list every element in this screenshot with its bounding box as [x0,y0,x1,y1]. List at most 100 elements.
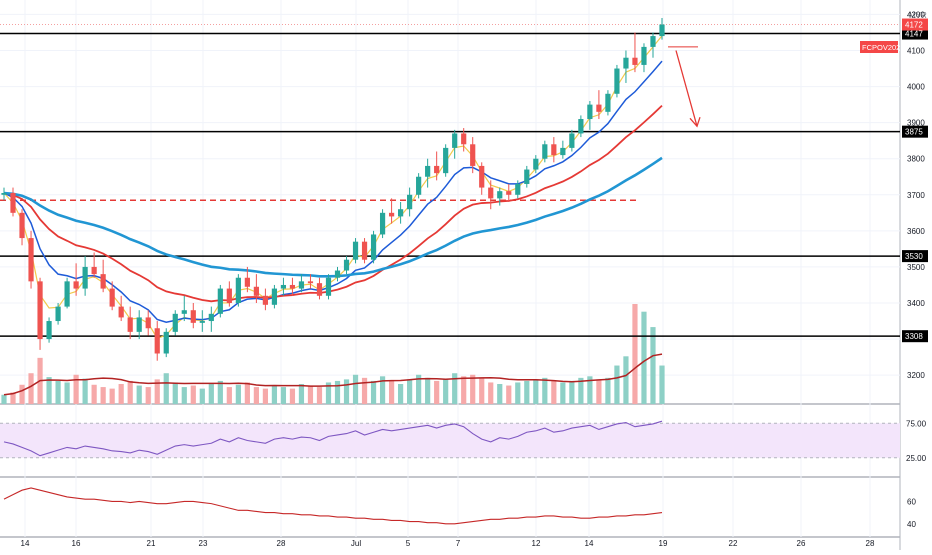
ma-yellow-line [3,35,663,340]
candle-body [578,119,584,134]
volume-bar [388,380,395,404]
lower-tick-label: 60 [907,497,916,506]
candle-body [28,238,34,282]
price-tick-label: 4000 [907,83,925,92]
volume-bar [569,380,575,404]
candle-body [280,284,287,289]
price-tick-label: 3600 [907,227,925,236]
level-tag-label: 3308 [905,332,923,341]
rsi-tick-label: 25.00 [906,454,927,463]
volume-bar [127,380,133,404]
candle-body [19,212,25,239]
volume-bar [434,380,440,404]
candle-body [506,191,512,195]
candle-body [172,313,178,332]
candle-body [533,158,539,170]
volume-bar [217,380,223,404]
candle-body [82,266,88,289]
price-tick-label: 3400 [907,299,925,308]
candle-body [244,277,250,287]
volume-bar [370,380,377,404]
volume-bar [479,377,485,404]
candle-body [388,212,395,217]
volume-bar [596,379,602,404]
candle-body [136,317,142,332]
date-label: 7 [456,539,461,548]
volume-bar [542,377,548,404]
candle-body [416,176,422,195]
volume-bar [407,379,413,404]
volume-bar [379,376,386,404]
price-tick-label: 3200 [907,371,925,380]
volume-bar [334,380,341,404]
volume-bar [623,356,629,404]
candle-body [127,317,133,332]
volume-bar [316,387,323,404]
candle-body [208,313,214,322]
volume-bar [19,384,25,404]
candle-body [361,241,368,260]
volume-bar [289,388,296,404]
volume-bar [614,365,620,404]
indicator-panels: 25.00 75.00 40 60 [0,419,927,529]
volume-bar [1,394,7,404]
candle-body [407,194,413,210]
volume-bar [271,385,278,404]
volume-bar [578,377,584,404]
date-label: 14 [585,539,594,548]
volume-bar [253,387,259,404]
volume-bar [605,377,611,404]
volume-bar [226,387,232,404]
price-tick-label: 3700 [907,191,925,200]
candle-body [64,281,70,307]
level-tag-label: 4147 [905,30,923,39]
candle-body [226,288,232,303]
candle-body [461,133,467,145]
volume-bar [560,382,566,404]
candle-body [145,317,151,329]
volume-bar [416,374,422,404]
candle-body [560,147,566,156]
volume-bar [551,380,557,404]
symbol-tag: FCPOV2021 [862,43,905,52]
candle-body [632,57,638,65]
level-tag-label: 3530 [905,252,923,261]
date-label: 12 [532,539,541,548]
candle-body [235,277,241,303]
volume-bar [28,373,34,404]
candle-body [109,288,115,307]
date-label: 5 [406,539,411,548]
level-tag-bg [902,125,928,138]
volume-bar [208,384,214,404]
candle-body [334,270,341,278]
candle-body [542,144,548,159]
volume-bar [307,385,314,404]
volume-bar [10,392,16,404]
candle-body [443,147,449,174]
candle-body [217,288,223,314]
date-label: 21 [147,539,156,548]
volume-bar [154,379,160,404]
level-tag-bg [902,330,928,343]
price-tick-label: 3800 [907,155,925,164]
price-axis: MYR 320033003400350036003700380039004000… [907,10,927,380]
last-price-tag-bg [902,18,928,31]
volume-bar [443,379,449,404]
date-label: Jul [351,539,361,548]
candle-body [551,144,557,156]
moving-averages [3,35,663,340]
volume-bar [91,384,97,404]
symbol-tag-bg [860,41,898,53]
volume-bar [244,382,250,404]
candle-body [587,104,593,120]
volume-bar [163,373,169,404]
volume-bar [181,387,187,404]
level-tag-label: 3875 [905,128,923,137]
lower-indicator-line [3,487,663,525]
volume-bar [298,384,305,404]
volume-bar [118,384,124,404]
candle-body [497,191,503,199]
